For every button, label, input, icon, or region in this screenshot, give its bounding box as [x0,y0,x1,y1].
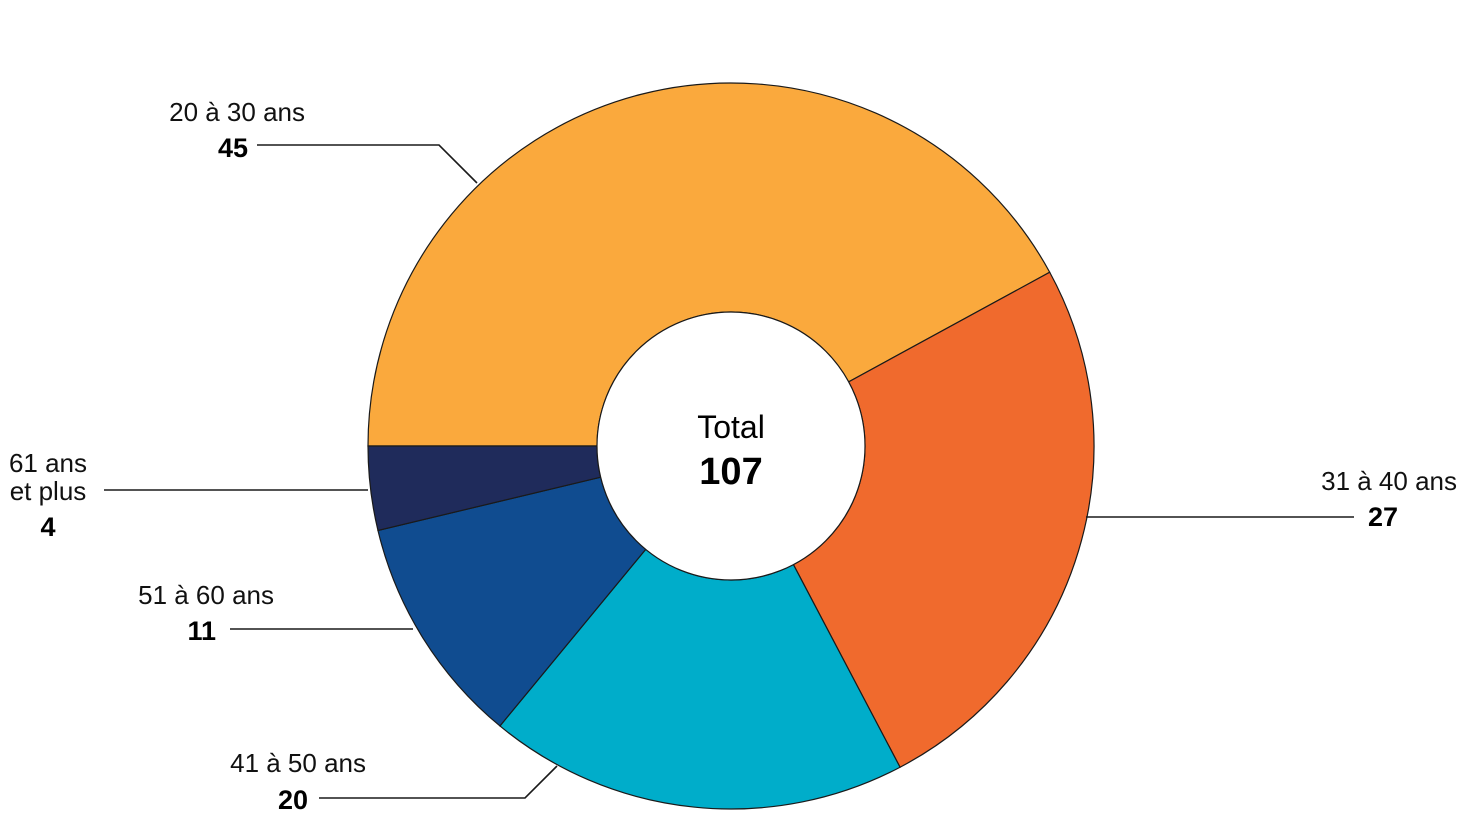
slice-label-31-40: 31 à 40 ans [1321,466,1457,496]
center-total: 107 [699,451,762,493]
slice-label-20-30: 20 à 30 ans [169,97,305,127]
slice-label-61-plus-line1: 61 ans [9,448,87,478]
slice-label-61-plus-line2: et plus [10,476,87,506]
donut-slices [367,82,1095,810]
leader-line-20-30 [257,144,478,184]
slice-value-20-30: 45 [218,133,248,163]
donut-hole [596,311,866,581]
slice-label-51-60: 51 à 60 ans [138,580,274,610]
slice-label-41-50: 41 à 50 ans [230,748,366,778]
leader-line-41-50 [319,765,558,799]
slice-value-41-50: 20 [278,785,308,815]
slice-value-61-plus: 4 [40,512,55,542]
slice-value-51-60: 11 [187,616,216,646]
center-title: Total [697,409,765,445]
slice-value-31-40: 27 [1368,502,1398,532]
